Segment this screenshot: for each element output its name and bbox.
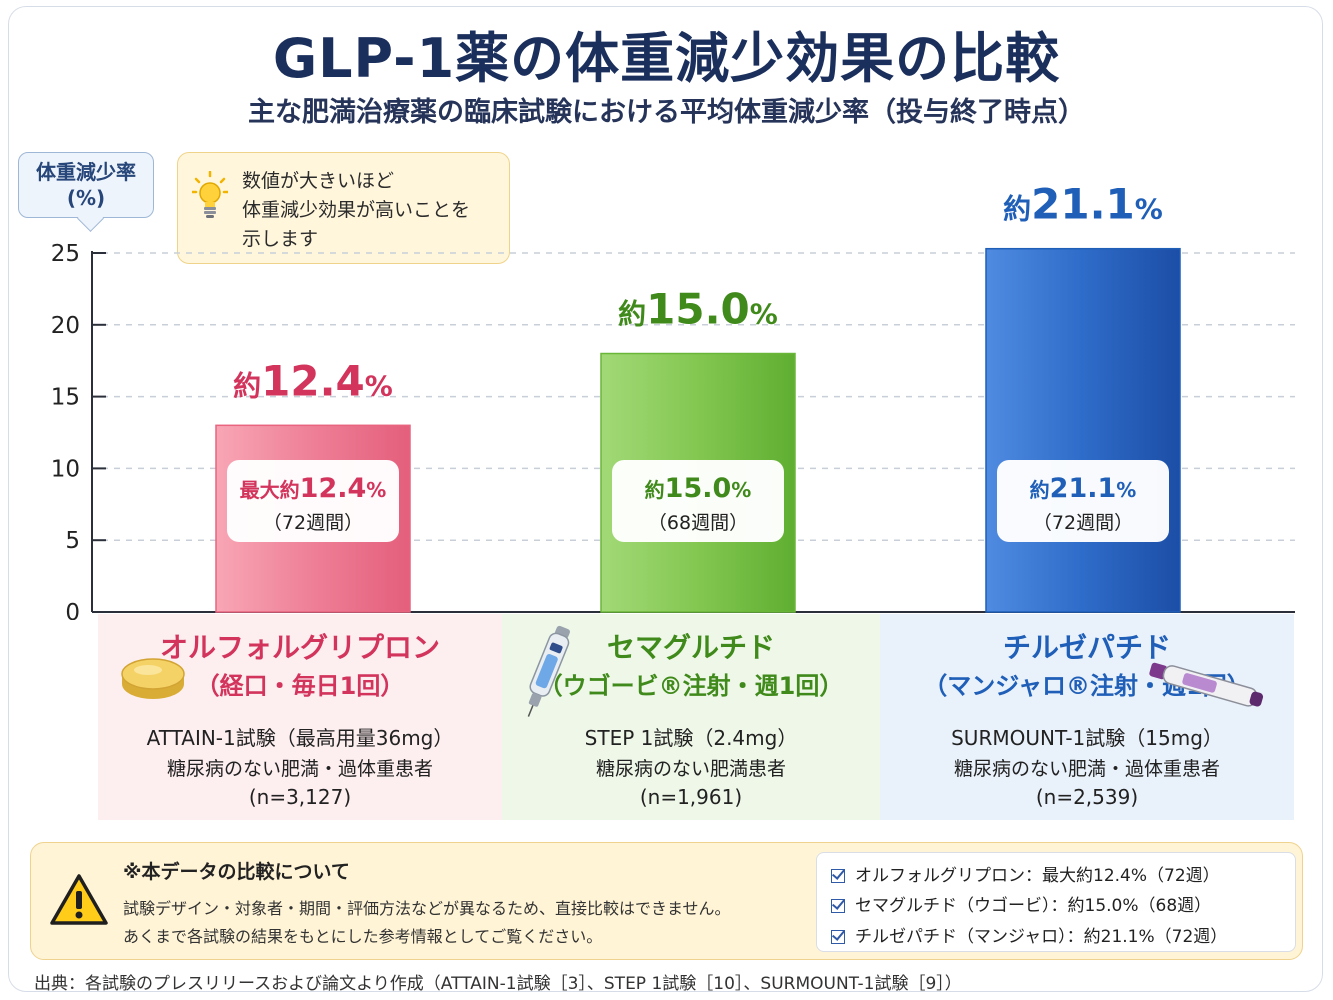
drug-route: （経口・毎日1回） — [195, 672, 405, 700]
chart-title: GLP-1薬の体重減少効果の比較 — [272, 27, 1061, 90]
drug-card-tirzepatide: チルゼパチド （マンジャロ®注射・週1回） SURMOUNT-1試験（15mg）… — [880, 614, 1294, 820]
checkbox-icon — [831, 930, 845, 944]
hint-box: 数値が大きいほど 体重減少効果が高いことを 示します — [177, 152, 510, 264]
chart-subtitle: 主な肥満治療薬の臨床試験における平均体重減少率（投与終了時点） — [248, 97, 1085, 128]
trial-population: 糖尿病のない肥満・過体重患者 — [953, 758, 1220, 780]
drug-route: （ウゴービ®注射・週1回） — [538, 672, 844, 700]
trial-n: (n=3,127) — [248, 785, 352, 809]
pill-icon — [121, 658, 185, 699]
bar-inner-value: 約21.1% — [1030, 473, 1137, 504]
trial-name: ATTAIN-1試験（最高用量36mg） — [146, 726, 454, 750]
drug-name: セマグルチド — [606, 631, 775, 664]
y-tick-label: 10 — [51, 456, 80, 482]
trial-n: (n=1,961) — [639, 785, 743, 809]
drug-name: オルフォルグリプロン — [159, 631, 440, 664]
trial-name: STEP 1試験（2.4mg） — [584, 726, 798, 750]
y-axis-unit-line-1: 体重減少率 — [36, 160, 136, 184]
checkbox-icon — [831, 869, 845, 883]
note-line-2: あくまで各試験の結果をもとにした参考情報としてご覧ください。 — [123, 927, 603, 946]
legend-item: セマグルチド（ウゴービ）：約15.0%（68週） — [831, 891, 1211, 916]
bars: 約12.4% 最大約12.4% （72週間） 約15.0% 約15.0% （68週間） 約2… — [215, 180, 1181, 613]
trial-population: 糖尿病のない肥満・過体重患者 — [166, 758, 433, 780]
drug-card-semaglutide: セマグルチド （ウゴービ®注射・週1回） STEP 1試験（2.4mg） 糖尿病… — [502, 614, 880, 820]
bar-inner-value: 約15.0% — [645, 473, 752, 504]
hint-text: 数値が大きいほど 体重減少効果が高いことを 示します — [242, 170, 471, 250]
y-tick-label: 5 — [65, 528, 80, 554]
bar-inner-duration: （72週間） — [263, 512, 363, 534]
trial-population: 糖尿病のない肥満患者 — [595, 758, 786, 780]
bar-tirzepatide — [985, 247, 1181, 613]
summary-legend: オルフォルグリプロン：最大約12.4%（72週） セマグルチド（ウゴービ）：約1… — [816, 852, 1296, 952]
injection-pen-icon — [527, 625, 570, 717]
y-tick-label: 25 — [51, 241, 80, 267]
trial-name: SURMOUNT-1試験（15mg） — [951, 726, 1223, 750]
bar-inner-duration: （68週間） — [648, 512, 748, 534]
drug-card-orforglipron: オルフォルグリプロン （経口・毎日1回） ATTAIN-1試験（最高用量36mg… — [98, 614, 502, 820]
y-tick-label: 20 — [51, 313, 80, 339]
bar-inner-label-box — [997, 460, 1169, 542]
lightbulb-icon — [192, 171, 228, 218]
warning-icon — [50, 874, 108, 925]
bar-inner-value: 最大約12.4% — [240, 473, 387, 504]
source-citation: 出典：各試験のプレスリリースおよび論文より作成（ATTAIN-1試験［3］、ST… — [34, 974, 962, 994]
checkbox-icon — [831, 899, 845, 913]
bar-inner-duration: （72週間） — [1033, 512, 1133, 534]
note-title: ※本データの比較について — [123, 861, 350, 883]
drug-name: チルゼパチド — [1002, 631, 1171, 664]
note-line-1: 試験デザイン・対象者・期間・評価方法などが異なるため、直接比較はできません。 — [123, 899, 731, 918]
auto-injector-icon — [1149, 662, 1264, 707]
bar-inner-label-box — [227, 460, 399, 542]
bar-top-label: 約15.0% — [618, 285, 778, 334]
trial-n: (n=2,539) — [1035, 785, 1139, 809]
legend-item: チルゼパチド（マンジャロ）：約21.1%（72週） — [831, 922, 1227, 947]
bar-top-label: 約12.4% — [233, 356, 393, 405]
y-tick-label: 0 — [65, 600, 80, 620]
y-tick-label: 15 — [51, 385, 80, 411]
bar-top-label: 約21.1% — [1003, 180, 1163, 229]
bar-chart: 0 5 10 15 20 25 約12.4% 最大約12.4% （72週間） 約15.0% 約15… — [51, 180, 1295, 620]
y-axis-unit-line-2: (%) — [66, 186, 106, 210]
y-axis-unit-label: 体重減少率 (%) — [18, 152, 154, 218]
bar-inner-label-box — [612, 460, 784, 542]
legend-item: オルフォルグリプロン：最大約12.4%（72週） — [831, 861, 1220, 886]
